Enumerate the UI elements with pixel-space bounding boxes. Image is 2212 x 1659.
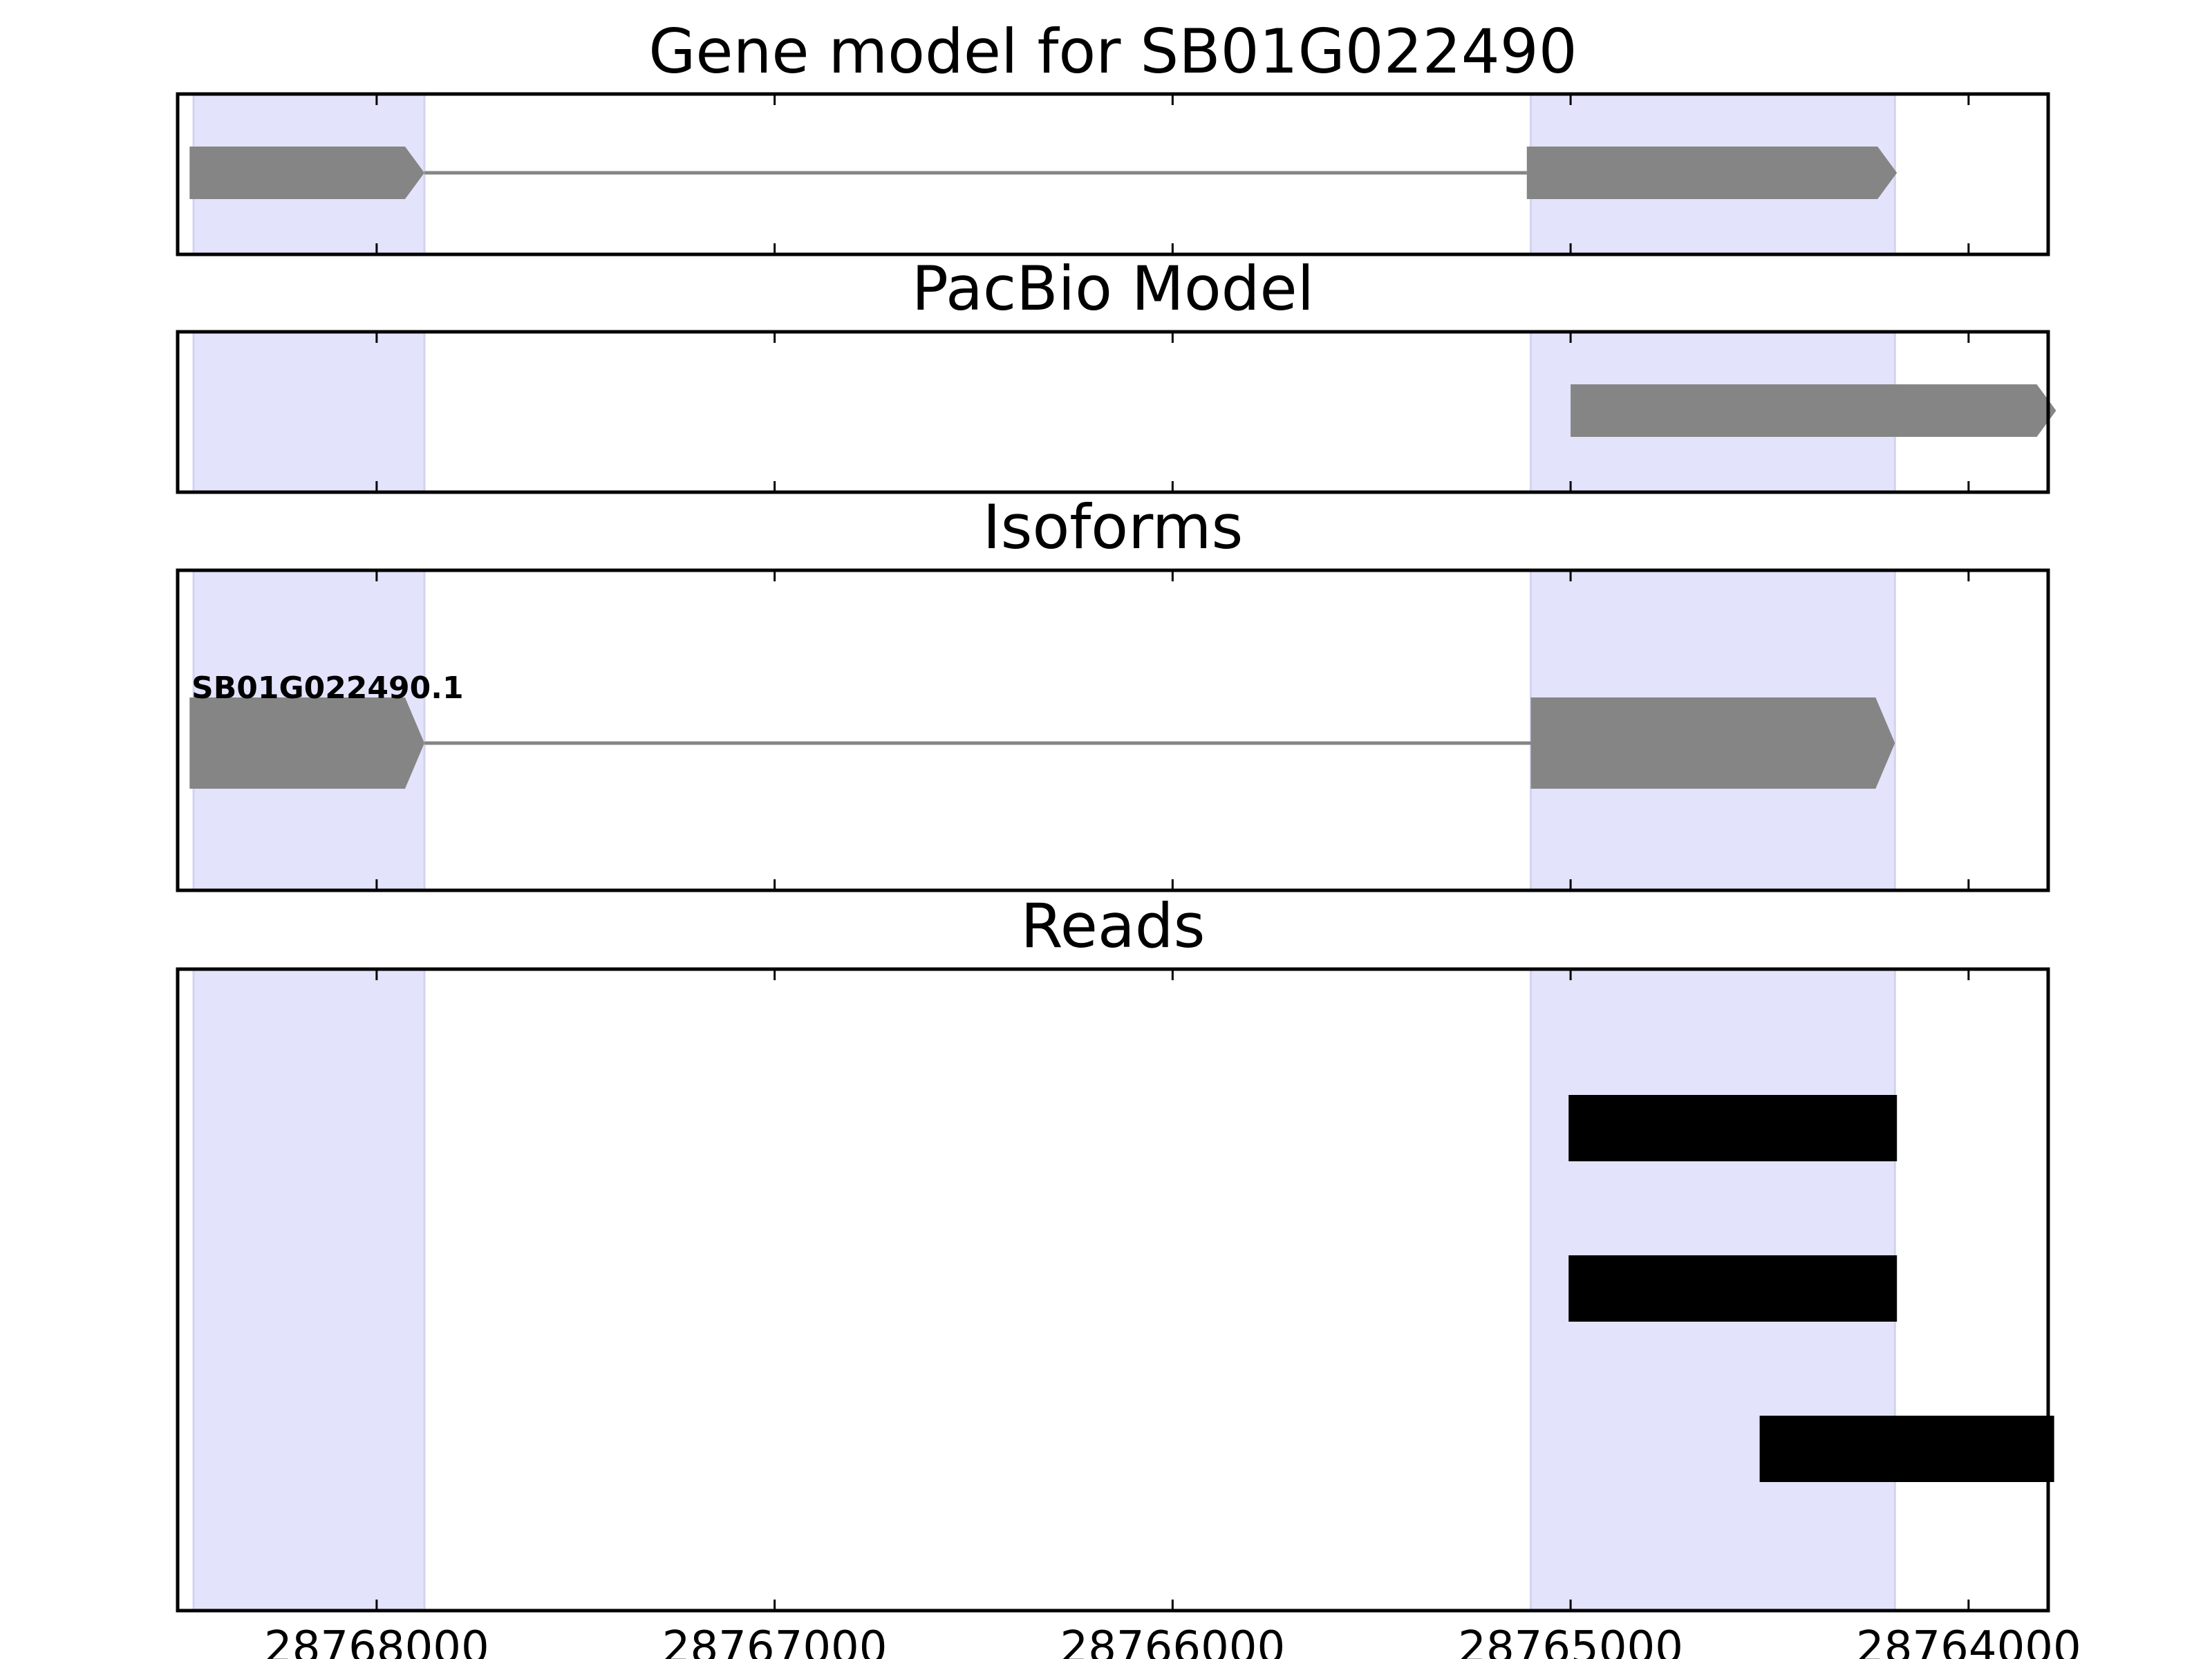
panel-pacbio-model: PacBio Model	[176, 253, 2056, 494]
tick-layer	[375, 969, 1970, 1611]
x-tick-label: 28764000	[1856, 1622, 2081, 1659]
x-tick-label: 28767000	[662, 1622, 888, 1659]
panel-frame	[176, 967, 2050, 1613]
exon-highlight-band	[192, 330, 426, 494]
x-tick-label: 28766000	[1060, 1622, 1285, 1659]
read-layer	[1568, 1095, 2054, 1482]
tick-layer	[375, 94, 1970, 254]
panel-isoforms: Isoforms SB01G022490.1	[176, 491, 2050, 892]
exon-arrow	[1526, 147, 1897, 199]
read-bar	[1568, 1095, 1897, 1161]
panel-frame	[176, 330, 2050, 494]
read-bar	[1568, 1255, 1897, 1322]
tick-layer	[375, 570, 1970, 890]
exon-arrow	[1530, 697, 1895, 789]
isoform-label: SB01G022490.1	[191, 671, 464, 706]
x-tick-label: 28765000	[1458, 1622, 1683, 1659]
panel-title-gene-model: Gene model for SB01G022490	[648, 16, 1577, 87]
exon-arrow	[189, 147, 424, 199]
tick-layer	[375, 332, 1970, 492]
panel-title-isoforms: Isoforms	[983, 491, 1244, 563]
read-bar	[1759, 1416, 2054, 1482]
exon-arrow	[189, 697, 424, 789]
feature-layer	[189, 147, 1897, 199]
exon-highlight-band	[192, 968, 426, 1612]
panel-title-reads: Reads	[1021, 890, 1206, 962]
feature-layer	[1571, 384, 2056, 437]
x-axis-labels: 28768000 28767000 28766000 28765000 2876…	[264, 1622, 2081, 1659]
exon-arrow	[1571, 384, 2056, 437]
panel-frame	[176, 568, 2050, 892]
panel-reads: Reads	[176, 890, 2054, 1613]
panel-title-pacbio-model: PacBio Model	[912, 253, 1314, 324]
x-tick-label: 28768000	[264, 1622, 489, 1659]
panel-frame	[176, 92, 2050, 256]
feature-layer	[189, 697, 1895, 789]
panel-gene-model: Gene model for SB01G022490	[176, 16, 2050, 256]
